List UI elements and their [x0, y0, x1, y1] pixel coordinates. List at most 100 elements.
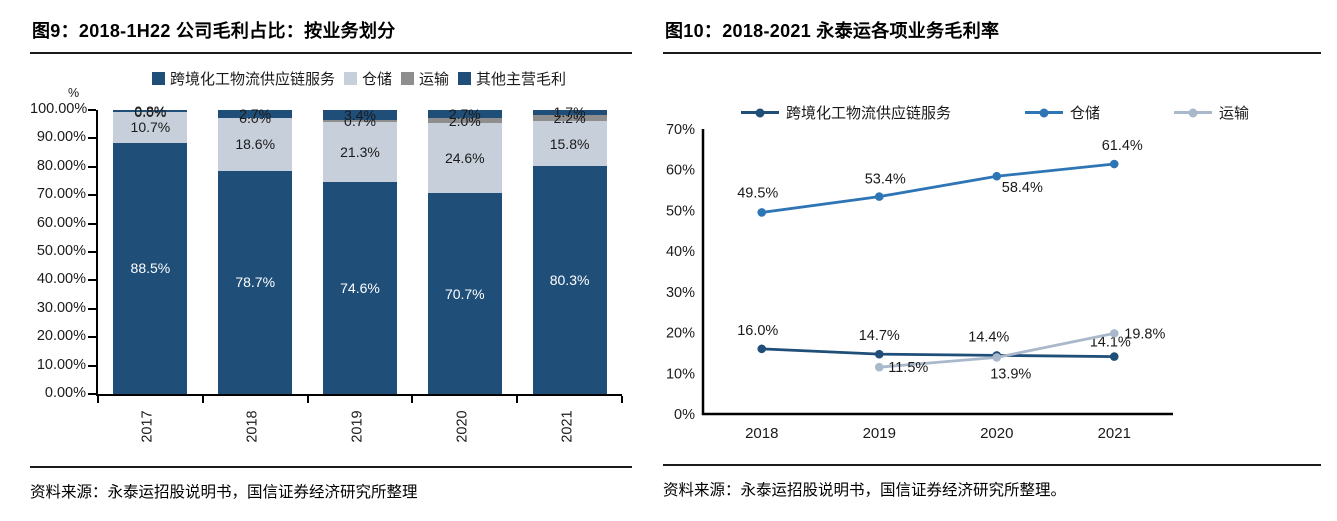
- y-tick-mark: [88, 194, 96, 197]
- y-tick-mark: [88, 222, 96, 225]
- x-category-label: 2018: [745, 425, 778, 442]
- x-category-label: 2020: [454, 410, 471, 443]
- legend-label: 运输: [1218, 105, 1249, 122]
- bar-value-label: 2.7%: [239, 105, 272, 122]
- y-tick-mark: [88, 109, 96, 111]
- data-point-label: 11.5%: [888, 360, 928, 376]
- data-point-label: 14.4%: [968, 329, 1009, 345]
- bar-segment-3: [427, 193, 502, 394]
- bar-chart-legend: 跨境化工物流供应链服务 仓储 运输 其他主营毛利: [86, 68, 632, 89]
- bar-segment-1: [218, 110, 293, 118]
- bar-segment-3: [427, 117, 502, 124]
- bar-segment-3: [427, 123, 502, 194]
- bar-segment-3: [427, 110, 502, 118]
- legend-swatch: [151, 72, 165, 85]
- bar-value-label: 74.6%: [340, 280, 380, 297]
- bar-segment-1: [218, 170, 293, 394]
- x-category-label: 2019: [349, 410, 366, 443]
- data-point-marker: [992, 353, 1002, 362]
- bar-segment-0: [113, 112, 188, 143]
- y-tick-mark: [88, 165, 96, 168]
- series-line: [761, 347, 1115, 358]
- y-tick-label: 60.00%: [36, 214, 86, 231]
- series-line: [761, 162, 1115, 214]
- y-tick-label: 40%: [666, 244, 695, 260]
- x-tick-mark: [97, 396, 99, 403]
- y-tick-label: 10.00%: [36, 356, 86, 373]
- legend-swatch: [343, 72, 357, 85]
- legend-item: 仓储: [343, 68, 392, 89]
- bar-plot-area: 88.5% 10.7% 0.0% 0.8% 78.7% 18.6% 0.0% 2.7% 74.6…: [88, 103, 623, 403]
- y-tick-label: 40.00%: [36, 271, 86, 288]
- legend-line-marker: [1024, 108, 1063, 117]
- y-tick-label: 30.00%: [36, 299, 86, 316]
- data-point-marker: [1109, 352, 1119, 361]
- y-tick-label: 60%: [666, 163, 695, 179]
- figure-10-source: 资料来源：永泰运招股说明书，国信证券经济研究所整理。: [663, 464, 1321, 500]
- legend-label: 跨境化工物流供应链服务: [786, 105, 952, 122]
- y-tick-label: 20.00%: [36, 328, 86, 345]
- legend-item: 运输: [401, 68, 449, 89]
- x-category-label: 2021: [559, 410, 576, 443]
- y-tick-mark: [88, 336, 96, 339]
- bar-value-label: 24.6%: [444, 150, 485, 167]
- figure-10-source-text: 资料来源：永泰运招股说明书，国信证券经济研究所整理。: [663, 482, 1067, 499]
- bar-value-label: 88.5%: [130, 260, 171, 277]
- data-point-marker: [992, 171, 1002, 181]
- bar-segment-2: [323, 121, 397, 183]
- y-tick-label: 80.00%: [36, 157, 86, 174]
- data-point-label: 14.1%: [1090, 335, 1131, 351]
- bar-value-label: 10.7%: [130, 119, 171, 136]
- axes: [701, 129, 1173, 416]
- bar-segment-2: [323, 182, 397, 394]
- bar-value-label: 1.7%: [553, 104, 586, 121]
- data-point-label: 58.4%: [1002, 180, 1043, 196]
- figure-9-source-text: 资料来源：永泰运招股说明书，国信证券经济研究所整理: [30, 484, 418, 501]
- legend-label: 运输: [419, 71, 450, 88]
- y-tick-label: 0%: [674, 407, 695, 423]
- legend-dot: [1188, 108, 1198, 117]
- legend-line-marker: [741, 108, 779, 117]
- legend-swatch: [401, 72, 414, 85]
- legend-line-marker: [1173, 108, 1212, 117]
- bar-value-label: 80.3%: [549, 271, 590, 288]
- bar-segment-2: [323, 110, 397, 120]
- x-tick-mark: [201, 396, 204, 403]
- legend-item: 其他主营毛利: [458, 68, 566, 89]
- bar-segment-4: [532, 165, 607, 394]
- bar-segment-2: [323, 119, 397, 122]
- x-category-label: 2019: [863, 425, 896, 442]
- y-tick-mark: [88, 364, 96, 367]
- bar-value-label: 18.6%: [235, 136, 276, 153]
- data-point-label: 49.5%: [737, 185, 778, 201]
- data-point-marker: [1109, 329, 1119, 338]
- data-point-label: 13.9%: [990, 366, 1031, 382]
- data-point-marker: [757, 208, 767, 217]
- legend-label: 其他主营毛利: [476, 71, 567, 88]
- data-point-marker: [757, 344, 767, 354]
- bar-segment-1: [218, 117, 293, 171]
- bar-segment-4: [532, 114, 607, 122]
- bar-value-label: 78.7%: [235, 274, 276, 291]
- y-tick-mark: [88, 393, 96, 395]
- bar-value-label: 3.4%: [344, 106, 376, 123]
- y-tick-mark: [88, 137, 96, 140]
- figure-10-panel: 图10：2018-2021 永泰运各项业务毛利率 70% 60% 50% 40% 30%…: [663, 12, 1321, 500]
- legend-item: 跨境化工物流供应链服务: [741, 102, 951, 123]
- x-tick-mark: [516, 396, 519, 403]
- legend-label: 仓储: [1069, 105, 1100, 122]
- data-point-label: 61.4%: [1102, 138, 1143, 154]
- bar-value-label: 2.7%: [448, 105, 481, 122]
- gross-margin-line-chart: 70% 60% 50% 40% 30% 20% 10% 0% 2018 2019 2020 2021 1…: [663, 54, 1321, 452]
- y-tick-mark: [88, 279, 96, 282]
- data-point-label: 16.0%: [737, 323, 778, 339]
- y-tick-mark: [88, 251, 96, 253]
- y-tick-label: 70.00%: [36, 186, 86, 203]
- figure-9-panel: 图9：2018-1H22 公司毛利占比：按业务划分 跨境化工物流供应链服务 仓储 运…: [30, 12, 632, 502]
- bar-value-label: 0.8%: [134, 103, 167, 120]
- gross-profit-mix-stacked-bar-chart: 跨境化工物流供应链服务 仓储 运输 其他主营毛利% 88.5% 10.7% 0.0% 0.8%…: [30, 54, 632, 450]
- y-tick-label: 10%: [666, 366, 695, 382]
- x-tick-mark: [411, 396, 414, 403]
- legend-label: 仓储: [361, 71, 392, 88]
- data-point-label: 53.4%: [865, 172, 906, 188]
